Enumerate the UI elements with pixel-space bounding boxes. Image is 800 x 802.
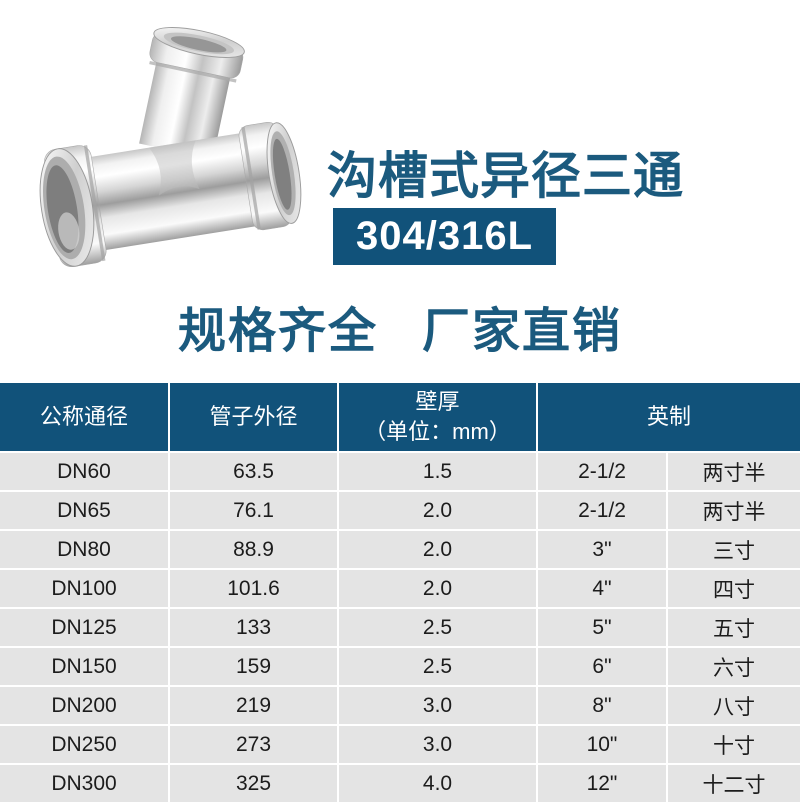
cell-dn: DN60 <box>0 453 168 490</box>
subtitle-specs: 规格齐全 <box>177 305 378 358</box>
cell-imperial-chinese: 五寸 <box>668 609 800 646</box>
cell-imperial-chinese: 两寸半 <box>668 492 800 529</box>
cell-imperial-chinese: 八寸 <box>668 687 800 724</box>
cell-dn: DN125 <box>0 609 168 646</box>
cell-imperial-inch: 3" <box>538 531 666 568</box>
cell-imperial-inch: 2-1/2 <box>538 492 666 529</box>
cell-imperial-inch: 5" <box>538 609 666 646</box>
cell-dn: DN250 <box>0 726 168 763</box>
cell-wall-thickness: 3.0 <box>339 726 536 763</box>
cell-imperial-chinese: 三寸 <box>668 531 800 568</box>
header-pipe-outer-diameter: 管子外径 <box>170 383 337 451</box>
cell-wall-thickness: 2.0 <box>339 570 536 607</box>
subtitle-factory: 厂家直销 <box>422 305 623 358</box>
cell-dn: DN65 <box>0 492 168 529</box>
cell-imperial-inch: 8" <box>538 687 666 724</box>
tee-branch <box>139 27 245 160</box>
header-imperial: 英制 <box>538 383 800 451</box>
material-badge: 304/316L <box>333 208 557 265</box>
cell-imperial-chinese: 两寸半 <box>668 453 800 490</box>
cell-imperial-inch: 6" <box>538 648 666 685</box>
header-wall-thickness: 壁厚 （单位：mm） <box>339 383 536 451</box>
cell-imperial-chinese: 十二寸 <box>668 765 800 802</box>
cell-dn: DN80 <box>0 531 168 568</box>
cell-imperial-chinese: 六寸 <box>668 648 800 685</box>
subtitle: 规格齐全 厂家直销 <box>0 291 800 361</box>
cell-outer-diameter: 88.9 <box>170 531 337 568</box>
product-title: 沟槽式异径三通 <box>327 148 684 204</box>
cell-wall-thickness: 1.5 <box>339 453 536 490</box>
cell-outer-diameter: 63.5 <box>170 453 337 490</box>
cell-wall-thickness: 3.0 <box>339 687 536 724</box>
cell-imperial-inch: 12" <box>538 765 666 802</box>
cell-outer-diameter: 273 <box>170 726 337 763</box>
tee-main-run <box>39 122 302 268</box>
cell-wall-thickness: 2.5 <box>339 609 536 646</box>
cell-imperial-inch: 4" <box>538 570 666 607</box>
cell-outer-diameter: 159 <box>170 648 337 685</box>
spec-table: 公称通径 管子外径 壁厚 （单位：mm） 英制 DN60 63.5 1.5 2-… <box>0 383 800 802</box>
cell-dn: DN150 <box>0 648 168 685</box>
cell-wall-thickness: 2.5 <box>339 648 536 685</box>
cell-dn: DN200 <box>0 687 168 724</box>
header-nominal-diameter: 公称通径 <box>0 383 168 451</box>
cell-wall-thickness: 4.0 <box>339 765 536 802</box>
cell-imperial-chinese: 十寸 <box>668 726 800 763</box>
cell-wall-thickness: 2.0 <box>339 531 536 568</box>
cell-outer-diameter: 101.6 <box>170 570 337 607</box>
cell-outer-diameter: 76.1 <box>170 492 337 529</box>
cell-imperial-inch: 10" <box>538 726 666 763</box>
cell-wall-thickness: 2.0 <box>339 492 536 529</box>
cell-outer-diameter: 219 <box>170 687 337 724</box>
cell-outer-diameter: 133 <box>170 609 337 646</box>
cell-outer-diameter: 325 <box>170 765 337 802</box>
cell-dn: DN300 <box>0 765 168 802</box>
cell-imperial-inch: 2-1/2 <box>538 453 666 490</box>
cell-imperial-chinese: 四寸 <box>668 570 800 607</box>
product-photo-grooved-tee <box>39 27 302 268</box>
cell-dn: DN100 <box>0 570 168 607</box>
